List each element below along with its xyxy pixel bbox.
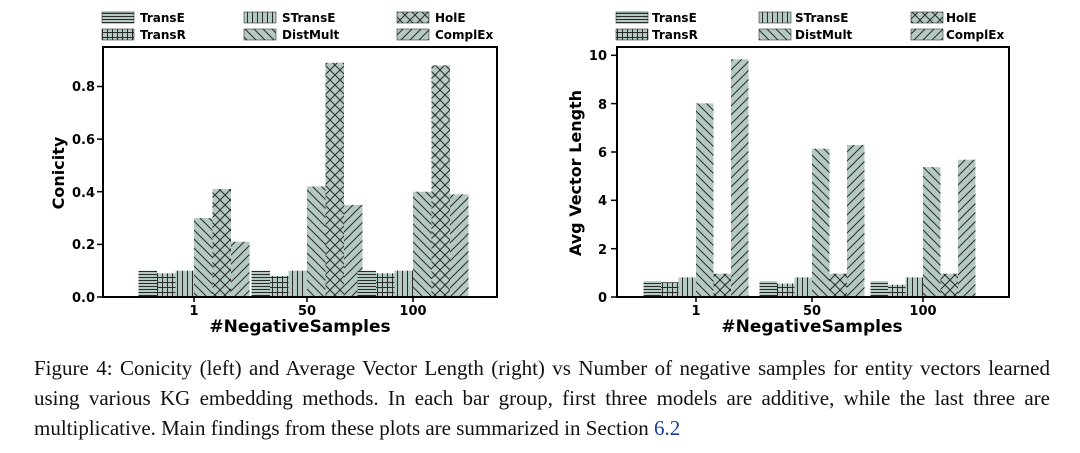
- legend-label-transr: TransR: [140, 28, 186, 42]
- right-bar-hatch-distmult-1: [696, 103, 714, 297]
- left-ytick-label: 0.8: [72, 80, 95, 95]
- left-bar-hatch-transr-50: [270, 275, 289, 297]
- right-bar-hatch-stranse-50: [794, 277, 812, 297]
- right-ytick-label: 4: [598, 194, 607, 209]
- legend-swatch-hatch-stranse: [244, 12, 276, 23]
- left-bar-hatch-distmult-100: [413, 191, 432, 297]
- right-bar-hatch-distmult-100: [923, 167, 941, 297]
- right-xtick-label: 100: [909, 304, 936, 319]
- left-legend: TransE TransR STransE DistMult HolE Comp…: [101, 11, 493, 42]
- left-bar-hatch-stranse-1: [175, 270, 194, 297]
- right-ytick-label: 10: [589, 49, 607, 64]
- legend-swatch-hatch-stranse: [759, 12, 791, 23]
- right-y-axis-label: Avg Vector Length: [566, 90, 585, 256]
- right-chart: TransE TransR STransE DistMult HolE Comp…: [566, 11, 1010, 337]
- right-bar-hatch-complex-1: [731, 59, 749, 298]
- legend-swatch-hatch-transr: [102, 29, 134, 40]
- right-bar-hatch-hole-1: [713, 273, 731, 297]
- right-bar-hatch-transr-100: [888, 284, 906, 297]
- left-chart: TransE TransR STransE DistMult HolE Comp…: [49, 11, 498, 337]
- section-reference-link[interactable]: 6.2: [653, 416, 681, 440]
- right-bar-hatch-distmult-50: [812, 148, 830, 297]
- left-bar-hatch-distmult-1: [194, 218, 213, 297]
- left-plot-frame: [102, 46, 498, 298]
- right-bar-hatch-transe-50: [759, 281, 777, 297]
- left-xtick-label: 1: [189, 304, 198, 319]
- left-bar-hatch-complex-100: [450, 194, 469, 297]
- left-y-axis-label: Conicity: [49, 136, 68, 209]
- right-bar-hatch-hole-100: [940, 273, 958, 297]
- left-bar-hatch-transr-1: [157, 273, 176, 297]
- right-legend: TransE TransR STransE DistMult HolE Comp…: [615, 11, 1004, 42]
- left-bar-hatch-hole-1: [212, 189, 231, 297]
- legend-swatch-hatch-distmult: [759, 29, 791, 40]
- legend-label-hole: HolE: [946, 11, 977, 25]
- right-bar-hatch-transr-1: [661, 282, 679, 297]
- right-x-ticks: 1 50 100: [691, 297, 937, 319]
- caption-text: Figure 4: Conicity (left) and Average Ve…: [34, 356, 1050, 440]
- legend-label-transe: TransE: [652, 11, 697, 25]
- legend-swatch-hatch-transe: [102, 12, 134, 23]
- left-bar-hatch-transr-100: [376, 273, 395, 297]
- right-x-axis-label: #NegativeSamples: [721, 317, 902, 337]
- legend-swatch-hatch-complex: [911, 29, 943, 40]
- right-bar-hatch-hole-50: [829, 273, 847, 297]
- left-bar-hatch-distmult-50: [307, 186, 326, 297]
- left-x-axis-label: #NegativeSamples: [209, 317, 390, 337]
- legend-swatch-hatch-transe: [616, 12, 648, 23]
- right-bar-hatch-complex-100: [958, 159, 976, 297]
- left-bar-hatch-stranse-50: [288, 270, 307, 297]
- right-bar-hatch-transe-1: [643, 281, 661, 297]
- left-bar-hatch-stranse-100: [394, 270, 413, 297]
- left-bar-hatch-hole-50: [325, 62, 344, 297]
- left-bars: [138, 62, 469, 297]
- right-y-ticks: 0 2 4 6 8 10: [589, 49, 617, 306]
- right-bar-hatch-complex-50: [847, 145, 865, 297]
- figure-caption: Figure 4: Conicity (left) and Average Ve…: [34, 353, 1050, 443]
- right-bar-hatch-transe-100: [870, 281, 888, 297]
- legend-label-stranse: STransE: [795, 11, 848, 25]
- left-bar-hatch-transe-50: [251, 270, 270, 297]
- left-xtick-label: 50: [298, 304, 316, 319]
- left-xtick-label: 100: [399, 304, 426, 319]
- right-ytick-label: 0: [598, 291, 607, 306]
- legend-swatch-hatch-complex: [397, 29, 429, 40]
- right-xtick-label: 50: [803, 304, 821, 319]
- left-bar-hatch-hole-100: [431, 65, 450, 297]
- right-xtick-label: 1: [691, 304, 700, 319]
- legend-label-transr: TransR: [652, 28, 698, 42]
- right-ytick-label: 6: [598, 146, 607, 161]
- right-plot-frame: [616, 46, 1010, 298]
- right-ytick-label: 8: [598, 98, 607, 113]
- legend-label-stranse: STransE: [282, 11, 335, 25]
- legend-label-hole: HolE: [435, 11, 466, 25]
- legend-swatch-hatch-transr: [616, 29, 648, 40]
- legend-label-distmult: DistMult: [795, 28, 853, 42]
- left-bar-hatch-transe-100: [357, 270, 376, 297]
- legend-label-distmult: DistMult: [282, 28, 340, 42]
- left-ytick-label: 0.6: [72, 133, 95, 148]
- legend-swatch-hatch-distmult: [244, 29, 276, 40]
- right-ytick-label: 2: [598, 243, 607, 258]
- legend-label-transe: TransE: [140, 11, 185, 25]
- right-bar-hatch-transr-50: [777, 283, 795, 297]
- left-ytick-label: 0.2: [72, 238, 95, 253]
- legend-label-complex: ComplEx: [435, 28, 493, 42]
- right-bar-hatch-stranse-100: [905, 277, 923, 297]
- legend-label-complex: ComplEx: [946, 28, 1004, 42]
- left-bar-hatch-complex-1: [231, 241, 250, 297]
- right-bar-hatch-stranse-1: [678, 277, 696, 297]
- legend-swatch-hatch-hole: [911, 12, 943, 23]
- left-bar-hatch-transe-1: [138, 270, 157, 297]
- left-ytick-label: 0.0: [72, 291, 95, 306]
- legend-swatch-hatch-hole: [397, 12, 429, 23]
- left-ytick-label: 0.4: [72, 186, 95, 201]
- left-y-ticks: 0.0 0.2 0.4 0.6 0.8: [72, 80, 103, 306]
- left-x-ticks: 1 50 100: [189, 297, 427, 319]
- right-bars: [643, 59, 976, 298]
